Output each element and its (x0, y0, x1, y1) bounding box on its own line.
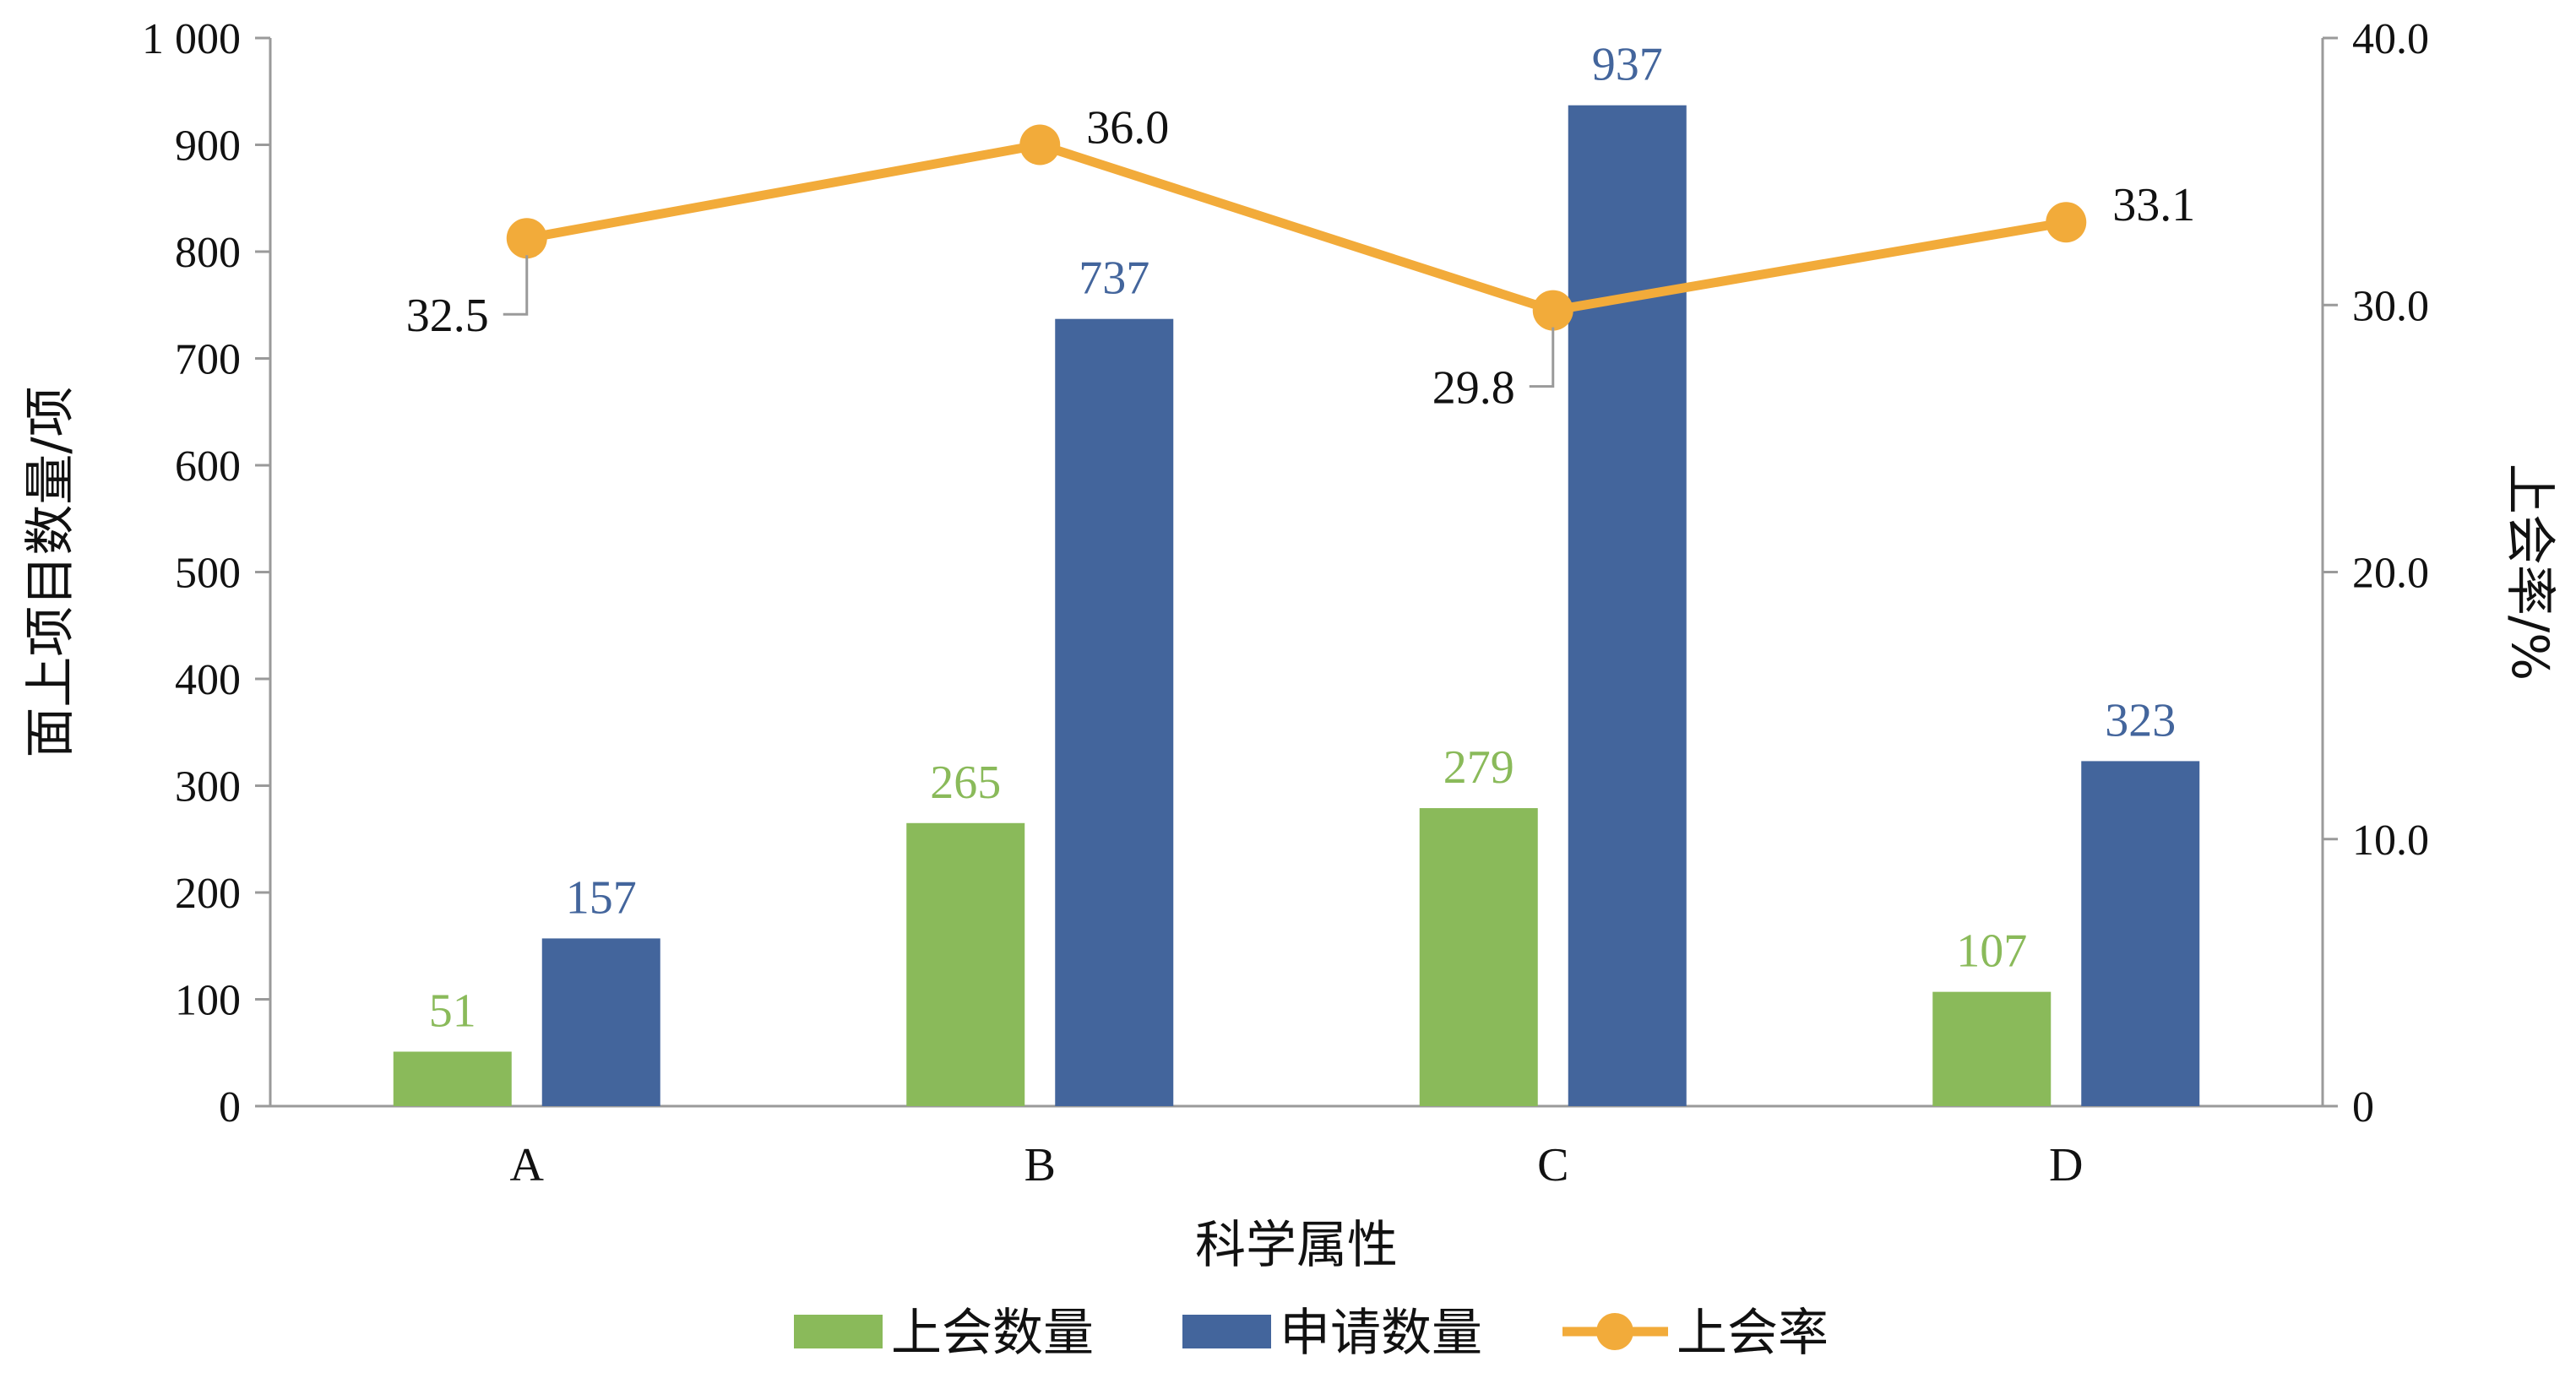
bar-label-申请数量: 323 (2105, 694, 2176, 746)
bars (393, 105, 2200, 1107)
legend-swatch-上会数量 (794, 1315, 883, 1348)
y-tick-label: 200 (175, 870, 241, 918)
point-上会率 (506, 218, 547, 259)
y-tick-label: 900 (175, 122, 241, 171)
data-labels: 51 265 279 107 157 737 937 323 32.5 36.0 29.8 33.1 (406, 39, 2196, 1038)
axes: 0 100 200 300 400 500 600 700 800 900 1 000 0 10.0 20… (21, 15, 2559, 1275)
point-上会率 (2046, 202, 2087, 243)
bar-上会数量 (1932, 991, 2052, 1106)
x-tick-label: D (2049, 1139, 2083, 1191)
legend-label-申请数量: 申请数量 (1280, 1304, 1482, 1363)
y-tick-label: 1 000 (142, 15, 241, 63)
y-tick-label: 700 (175, 336, 241, 384)
legend-label-上会率: 上会率 (1677, 1304, 1829, 1363)
leader-line (503, 255, 529, 316)
y-tick-label: 800 (175, 229, 241, 277)
y-tick-label: 400 (175, 656, 241, 704)
y2-tick-label: 0 (2352, 1083, 2374, 1131)
y2-tick-label: 30.0 (2352, 282, 2429, 330)
legend-label-上会数量: 上会数量 (891, 1304, 1094, 1363)
line-label-上会率: 32.5 (406, 290, 489, 342)
point-上会率 (1019, 124, 1061, 165)
bar-label-申请数量: 157 (566, 871, 637, 924)
point-上会率 (1532, 290, 1573, 331)
bar-label-上会数量: 265 (930, 757, 1001, 809)
bar-label-上会数量: 51 (429, 985, 476, 1037)
bar-label-申请数量: 737 (1079, 252, 1149, 305)
bar-申请数量 (1568, 105, 1687, 1107)
y-tick-label: 600 (175, 442, 241, 491)
x-tick-label: C (1537, 1139, 1568, 1191)
bar-上会数量 (906, 822, 1025, 1106)
y-tick-label: 100 (175, 977, 241, 1025)
line-label-上会率: 29.8 (1432, 362, 1515, 415)
x-axis-title: 科学属性 (1195, 1216, 1398, 1275)
bar-申请数量 (1055, 318, 1174, 1106)
rate-line (506, 124, 2087, 331)
bar-label-上会数量: 279 (1443, 741, 1514, 794)
bar-申请数量 (541, 938, 660, 1106)
bar-label-上会数量: 107 (1956, 925, 2027, 978)
x-tick-label: B (1024, 1139, 1056, 1191)
bar-申请数量 (2081, 761, 2200, 1106)
bar-label-申请数量: 937 (1592, 39, 1663, 91)
y2-tick-label: 10.0 (2352, 817, 2429, 865)
y-axis-title: 面上项目数量/项 (21, 386, 80, 757)
y-tick-label: 0 (219, 1083, 241, 1131)
line-label-上会率: 33.1 (2112, 179, 2195, 231)
y2-tick-label: 40.0 (2352, 15, 2429, 63)
legend-marker-上会率 (1596, 1313, 1633, 1350)
leader-line (1529, 327, 1555, 388)
y2-axis-title: 上会率/% (2500, 464, 2559, 681)
y-tick-label: 300 (175, 763, 241, 811)
y2-tick-label: 20.0 (2352, 550, 2429, 598)
line-上会率 (525, 140, 2068, 316)
x-tick-label: A (510, 1139, 545, 1191)
legend: 上会数量 申请数量 上会率 (794, 1304, 1829, 1363)
line-label-上会率: 36.0 (1086, 102, 1169, 155)
legend-swatch-申请数量 (1182, 1315, 1271, 1348)
bar-上会数量 (393, 1051, 512, 1106)
y-tick-label: 500 (175, 550, 241, 598)
bar-上会数量 (1419, 808, 1538, 1106)
